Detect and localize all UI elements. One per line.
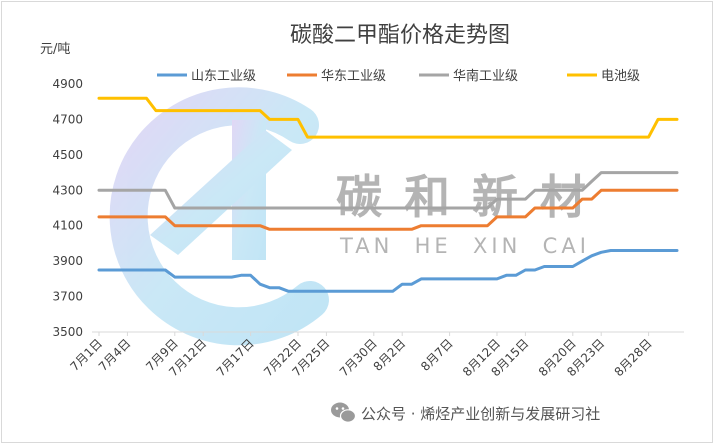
- legend-item-1: 山东工业级: [157, 69, 256, 84]
- legend-label: 山东工业级: [191, 69, 256, 84]
- watermark-logo: [109, 87, 329, 346]
- legend-label: 华南工业级: [453, 68, 518, 84]
- wechat-icon: [331, 402, 357, 423]
- watermark-arc: [109, 87, 329, 346]
- y-axis-unit-label: 元/吨: [40, 42, 70, 57]
- y-tick-label: 4700: [52, 112, 83, 126]
- legend: 山东工业级 华东工业级 华南工业级 电池级: [157, 68, 640, 84]
- x-tick-label: 7月4日: [96, 336, 134, 374]
- y-tick-label: 4100: [52, 219, 83, 233]
- footer-text: 公众号 · 烯烃产业创新与发展研习社: [361, 405, 600, 423]
- y-tick-label: 3500: [52, 325, 83, 339]
- y-tick-label: 4900: [52, 77, 83, 91]
- chart-title: 碳酸二甲酯价格走势图: [290, 23, 510, 48]
- watermark-bar-diagonal: [150, 130, 292, 255]
- series-line-3: [97, 171, 679, 210]
- legend-item-4: 电池级: [567, 69, 640, 84]
- y-axis: 3500 3700 3900 4100 4300 4500 4700 4900: [52, 77, 83, 339]
- y-tick-label: 4500: [52, 148, 83, 162]
- footer: 公众号 · 烯烃产业创新与发展研习社: [331, 402, 600, 423]
- watermark-text: 碳和新材 TAN HE XIN CAI: [336, 170, 608, 258]
- legend-label: 电池级: [601, 69, 640, 84]
- legend-item-2: 华东工业级: [287, 69, 386, 84]
- x-tick-label: 7月30日: [337, 336, 380, 379]
- series-line-1: [97, 249, 679, 293]
- y-tick-label: 3700: [52, 290, 83, 304]
- y-tick-label: 3900: [52, 254, 83, 268]
- x-tick-label: 8月2日: [371, 336, 409, 374]
- series-line-2: [97, 188, 679, 231]
- watermark-brand-en: TAN HE XIN CAI: [339, 234, 590, 258]
- legend-item-3: 华南工业级: [419, 68, 518, 84]
- watermark-brand-cn: 碳和新材: [336, 170, 608, 224]
- legend-label: 华东工业级: [321, 69, 386, 84]
- x-tick-label: 8月28日: [612, 336, 655, 379]
- series-line-4: [97, 96, 679, 139]
- x-tick-label: 8月7日: [418, 336, 456, 374]
- series-lines: [97, 96, 679, 293]
- y-tick-label: 4300: [52, 183, 83, 197]
